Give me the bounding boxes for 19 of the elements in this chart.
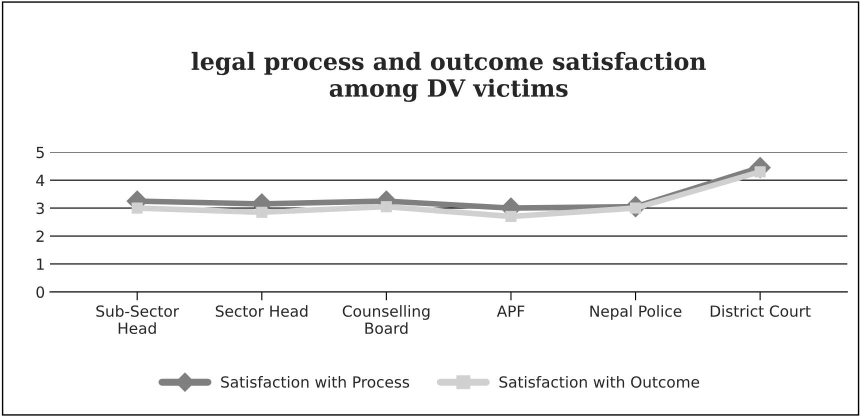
y-tick-label: 1 [37,258,44,270]
y-tick-label: 0 [36,286,44,298]
y-tick-label: 5 [36,146,44,158]
x-tick-label: Sub-Sector Head [96,305,180,334]
x-tick-label: Counselling Board [342,305,430,334]
x-tick-label: District Court [710,305,811,317]
x-tick-label: Sector Head [216,305,308,317]
point [132,202,143,214]
point [505,210,517,222]
chart-title: legal process and outcome satisfaction among DV victims [192,52,706,102]
y-tick-label: 4 [36,174,44,186]
y-tick-label: 2 [36,230,44,242]
legend-label: Satisfaction with Process [221,376,410,388]
point [256,206,268,218]
y-tick-label: 3 [36,202,44,214]
x-tick-label: APF [496,306,524,317]
point [380,201,392,212]
x-tick-label: Nepal Police [590,305,682,320]
legend-label: Satisfaction with Outcome [499,376,700,388]
